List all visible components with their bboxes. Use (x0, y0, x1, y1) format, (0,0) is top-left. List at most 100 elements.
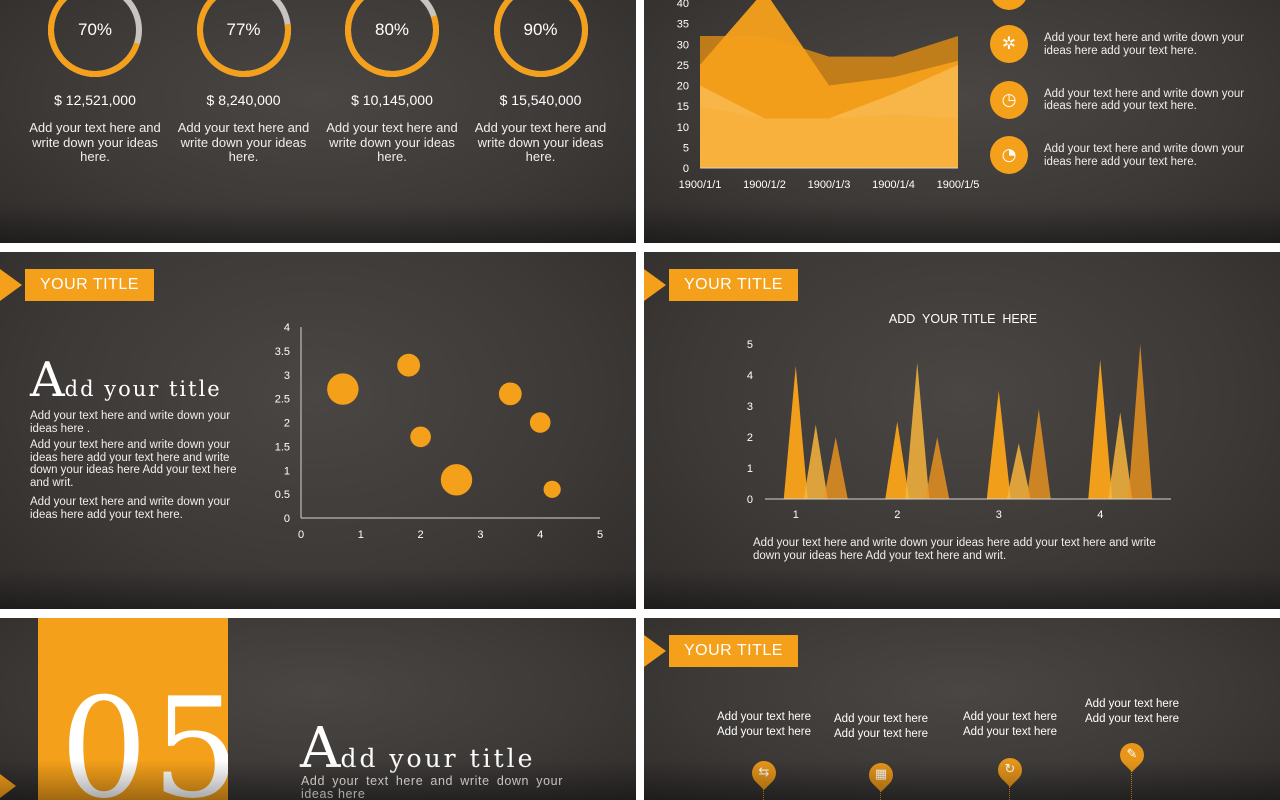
x-tick-label: 1 (793, 509, 799, 521)
y-tick-label: 1 (284, 465, 290, 477)
section-number: 05 (60, 668, 228, 800)
area-chart: 0 5 10 15 20 25 30 35 40 1900/1/1 1900/1/2 1900/1/3… (677, 0, 980, 191)
slide-bubble[interactable]: YOUR TITLE Add your title Add your text … (0, 252, 636, 609)
y-tick-label: 30 (677, 39, 689, 51)
y-tick-label: 5 (747, 339, 753, 351)
x-tick-label: 1900/1/5 (937, 179, 980, 191)
left-arrow-edge (0, 768, 16, 800)
spike-mark (885, 421, 910, 499)
spike-mark (1006, 443, 1031, 499)
spike-mark (823, 437, 848, 499)
x-tick-label: 2 (418, 529, 424, 541)
percent-label: 80% (374, 20, 410, 39)
x-tick-label: 4 (537, 529, 543, 541)
donut-ring (48, 0, 142, 77)
step-text-line2: Add your text here (717, 726, 811, 738)
y-tick-label: 35 (677, 19, 689, 31)
x-tick-label: 1 (358, 529, 364, 541)
spike-chart: 0 1 2 3 4 5 1 2 3 4 (747, 339, 1171, 521)
bubble-point (440, 464, 473, 496)
title-tag: YOUR TITLE (669, 635, 798, 667)
percent-label: 70% (77, 20, 113, 39)
slide-section[interactable]: 05 Add your title Add your text here and… (0, 618, 636, 800)
step-connector (880, 791, 881, 800)
step-text-line2: Add your text here (963, 726, 1057, 738)
heading-text: dd your title (64, 377, 222, 401)
title-tag-arrow (644, 269, 666, 301)
amount-label: $ 15,540,000 (499, 92, 582, 108)
percent-label: 77% (226, 20, 261, 39)
y-tick-label: 1 (747, 463, 753, 475)
section-number-block: 05 (38, 618, 228, 800)
stat-description: Add your text here and write down your i… (29, 120, 161, 164)
y-tick-label: 3 (747, 401, 753, 413)
x-tick-label: 3 (477, 529, 483, 541)
percent-label: 90% (523, 20, 558, 39)
satellite-dish-icon: ◔ (990, 136, 1028, 174)
wrench-icon: ✎ (1115, 738, 1149, 772)
chart-caption: Add your text here and write down your i… (753, 537, 1156, 562)
x-tick-label: 1900/1/1 (679, 179, 722, 191)
calendar-icon: ▦ (864, 758, 898, 792)
step-connector (1009, 786, 1010, 800)
y-tick-label: 2.5 (275, 394, 290, 406)
bubble-chart: 0 0.5 1 1.5 2 2.5 3 3.5 4 0 1 2 3 4 5 (275, 322, 603, 541)
slide-timeline[interactable]: YOUR TITLE Add your text here Add your te… (644, 618, 1280, 800)
y-tick-label: 5 (683, 142, 689, 154)
transfer-arrows-icon: ⇆ (747, 756, 781, 790)
y-tick-label: 25 (677, 60, 689, 72)
slide-spike-chart[interactable]: YOUR TITLE ADD YOUR TITLE HERE 0 1 2 3 4 5 1 2 3… (644, 252, 1280, 609)
area-series-4 (700, 106, 958, 168)
section-text: Add your text here and write down your i… (301, 774, 563, 800)
spike-mark (803, 424, 828, 499)
x-tick-label: 1900/1/4 (872, 179, 915, 191)
y-tick-label: 3 (284, 370, 290, 382)
spike-mark (925, 437, 950, 499)
chart-title: ADD YOUR TITLE HERE (888, 312, 1038, 326)
step-connector (763, 789, 764, 800)
bubble-point (397, 353, 421, 377)
amount-label: $ 12,521,000 (54, 92, 136, 108)
donut-ring (196, 0, 291, 77)
y-tick-label: 0 (683, 163, 689, 175)
feature-text: Add your text here and write down your i… (1044, 143, 1245, 168)
alarm-clock-icon: ◷ (990, 80, 1028, 119)
title-tag: YOUR TITLE (669, 269, 798, 301)
amount-label: $ 10,145,000 (351, 92, 433, 108)
spike-mark (1026, 409, 1051, 499)
spike-mark (905, 362, 930, 499)
y-tick-label: 1.5 (275, 441, 290, 453)
x-tick-label: 4 (1097, 509, 1103, 521)
y-tick-label: 0 (284, 513, 290, 525)
spike-mark (1108, 412, 1133, 499)
bubble-point (327, 373, 359, 405)
donut-fill (493, 0, 588, 77)
y-tick-label: 0 (747, 494, 753, 506)
step-connector (1131, 771, 1132, 800)
x-tick-label: 2 (894, 509, 900, 521)
slide-heading: Add your title (30, 352, 222, 408)
y-tick-label: 20 (677, 81, 689, 93)
spike-mark (783, 365, 808, 499)
spike-mark (1128, 344, 1153, 499)
title-tag-arrow (644, 635, 666, 667)
amount-label: $ 8,240,000 (206, 92, 281, 108)
y-tick-label: 40 (677, 0, 689, 10)
paragraph-3: Add your text here and write down your i… (30, 496, 231, 521)
title-tag-arrow (0, 269, 22, 301)
step-text-line1: Add your text here (1085, 698, 1179, 710)
step-text-line1: Add your text here (834, 713, 928, 725)
slide-heading: Add your title (300, 716, 535, 781)
slide-area-chart[interactable]: 0 5 10 15 20 25 30 35 40 1900/1/1 1900/1/2 1900/1/3… (644, 0, 1280, 243)
y-tick-label: 10 (677, 122, 689, 134)
step-text-line1: Add your text here (717, 711, 811, 723)
heading-text: dd your title (340, 744, 536, 773)
x-tick-label: 1900/1/3 (808, 179, 851, 191)
title-tag: YOUR TITLE (25, 269, 154, 301)
feature-text: Add your text here and write down your i… (1044, 87, 1245, 113)
donut-ring (493, 0, 588, 77)
donut-ring (345, 0, 439, 77)
slide-stats[interactable]: 70% $ 12,521,000 Add your text here and wr… (0, 0, 636, 243)
donut-fill (345, 0, 439, 77)
spike-mark (1088, 359, 1113, 499)
